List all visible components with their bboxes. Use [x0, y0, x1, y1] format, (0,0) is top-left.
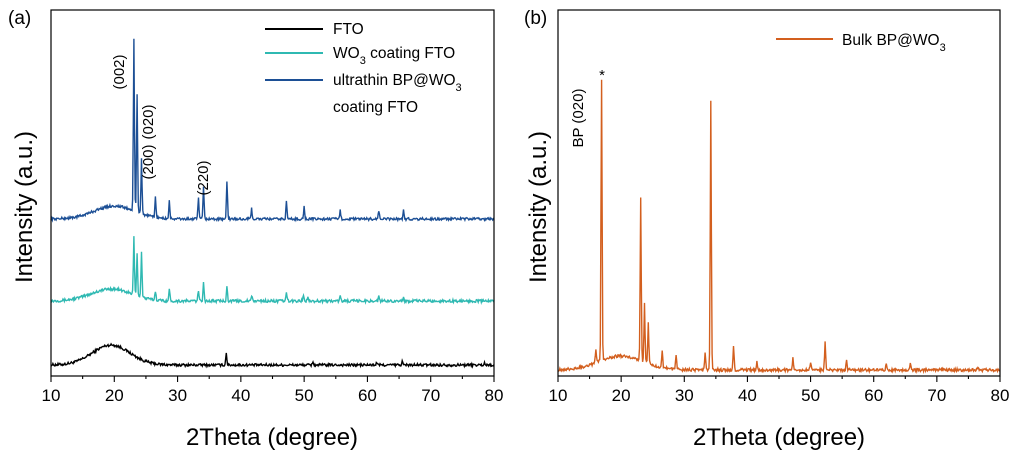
- x-tick-label: 60: [864, 386, 883, 405]
- x-tick-label: 30: [675, 386, 694, 405]
- ultrathin-bp-wo3-trace: [50, 38, 495, 223]
- peak-label-020: (020): [140, 104, 157, 139]
- peak-marker-asterisk: *: [599, 67, 605, 84]
- fto-trace: [50, 342, 495, 369]
- x-tick-label: 10: [42, 386, 61, 405]
- x-tick-label: 50: [295, 386, 314, 405]
- x-tick-label: 70: [927, 386, 946, 405]
- panel-b-x-axis-label: 2Theta (degree): [693, 424, 865, 451]
- peak-label-002: (002): [111, 54, 128, 89]
- x-tick-label: 50: [801, 386, 820, 405]
- panel-a-y-axis-label: Intensity (a.u.): [11, 131, 38, 283]
- x-tick-label: 80: [991, 386, 1010, 405]
- x-tick-label: 30: [168, 386, 187, 405]
- legend-label-bulk-bp-wo3: Bulk BP@WO3: [842, 32, 946, 54]
- panel-a-label: (a): [8, 8, 31, 29]
- x-tick-label: 40: [231, 386, 250, 405]
- panel-a: (a) Intensity (a.u.) 2Theta (degree) 10 2…: [8, 8, 503, 451]
- panel-b-x-ticks: 10 20 30 40 50 60 70 80: [549, 376, 1010, 405]
- panel-a-x-axis-label: 2Theta (degree): [186, 424, 358, 451]
- x-tick-label: 10: [549, 386, 568, 405]
- panel-b-legend: Bulk BP@WO3: [776, 32, 946, 54]
- legend-label-ultrathin-bp-wo3: ultrathin BP@WO3: [333, 72, 462, 94]
- x-tick-label: 20: [105, 386, 124, 405]
- panel-a-traces: [50, 38, 495, 369]
- legend-label-fto: FTO: [333, 21, 364, 38]
- peak-label-200: (200): [140, 144, 157, 179]
- panel-a-x-ticks: 10 20 30 40 50 60 70 80: [42, 376, 504, 405]
- x-tick-label: 60: [358, 386, 377, 405]
- x-tick-label: 40: [738, 386, 757, 405]
- panel-a-legend: FTO WO3 coating FTO ultrathin BP@WO3 coa…: [265, 21, 462, 116]
- panel-b: (b) Intensity (a.u.) 2Theta (degree) 10 2…: [524, 8, 1009, 451]
- peak-label-bp-020: BP (020): [570, 89, 587, 148]
- bulk-bp-wo3-trace: [557, 79, 1001, 375]
- wo3-coating-fto-trace: [50, 236, 495, 305]
- panel-b-y-axis-label: Intensity (a.u.): [525, 131, 552, 283]
- peak-label-220: (220): [195, 160, 212, 195]
- legend-label-ultrathin-bp-wo3-line2: coating FTO: [333, 99, 418, 116]
- panel-b-plot-frame: [557, 9, 1001, 377]
- x-tick-label: 70: [421, 386, 440, 405]
- panel-b-traces: [557, 79, 1001, 375]
- x-tick-label: 20: [612, 386, 631, 405]
- legend-label-wo3-coating-fto: WO3 coating FTO: [333, 45, 455, 67]
- x-tick-label: 80: [485, 386, 504, 405]
- panel-b-label: (b): [524, 8, 547, 29]
